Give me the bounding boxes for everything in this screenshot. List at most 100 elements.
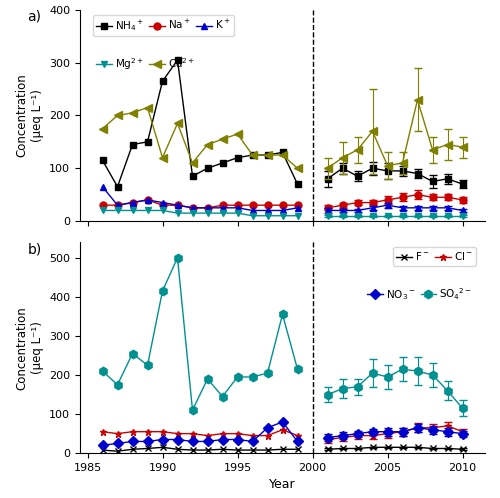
Cl$^-$ <box>414 425 420 431</box>
SO$_4$$^{2-}$ <box>354 384 360 390</box>
Ca$^{2+}$ <box>400 160 406 166</box>
Na$^+$ <box>400 194 406 200</box>
F$^-$ <box>430 446 436 452</box>
K$^+$ <box>460 208 466 214</box>
Text: b): b) <box>28 242 42 256</box>
NH$_4$$^+$ <box>354 173 360 179</box>
Ca$^{2+}$ <box>324 165 330 171</box>
SO$_4$$^{2-}$ <box>444 387 450 393</box>
Cl$^-$ <box>460 429 466 435</box>
Cl$^-$ <box>340 435 345 441</box>
Cl$^-$ <box>370 433 376 439</box>
Mg$^{2+}$ <box>444 213 450 219</box>
NO$_3$$^-$ <box>430 427 436 433</box>
Mg$^{2+}$ <box>414 213 420 219</box>
SO$_4$$^{2-}$ <box>460 405 466 411</box>
NH$_4$$^+$ <box>460 181 466 187</box>
Na$^+$ <box>340 202 345 208</box>
Line: Na$^+$: Na$^+$ <box>324 191 466 211</box>
Line: NH$_4$$^+$: NH$_4$$^+$ <box>324 165 466 188</box>
Cl$^-$ <box>430 425 436 431</box>
NO$_3$$^-$ <box>414 425 420 431</box>
NH$_4$$^+$ <box>324 176 330 182</box>
Na$^+$ <box>430 194 436 200</box>
Ca$^{2+}$ <box>340 155 345 161</box>
Na$^+$ <box>414 192 420 198</box>
Cl$^-$ <box>354 433 360 439</box>
SO$_4$$^{2-}$ <box>370 370 376 376</box>
Line: NO$_3$$^-$: NO$_3$$^-$ <box>324 424 466 441</box>
Mg$^{2+}$ <box>400 213 406 219</box>
Mg$^{2+}$ <box>460 213 466 219</box>
NH$_4$$^+$ <box>444 176 450 182</box>
F$^-$ <box>414 444 420 450</box>
NO$_3$$^-$ <box>354 431 360 437</box>
F$^-$ <box>384 444 390 450</box>
Na$^+$ <box>444 194 450 200</box>
F$^-$ <box>460 446 466 452</box>
SO$_4$$^{2-}$ <box>384 374 390 380</box>
Cl$^-$ <box>400 429 406 435</box>
Line: K$^+$: K$^+$ <box>324 202 466 214</box>
Na$^+$ <box>354 200 360 206</box>
K$^+$ <box>354 208 360 214</box>
Cl$^-$ <box>444 423 450 429</box>
SO$_4$$^{2-}$ <box>324 391 330 397</box>
Mg$^{2+}$ <box>370 213 376 219</box>
NO$_3$$^-$ <box>444 429 450 435</box>
Line: Cl$^-$: Cl$^-$ <box>324 422 466 443</box>
Na$^+$ <box>370 200 376 206</box>
SO$_4$$^{2-}$ <box>400 366 406 372</box>
K$^+$ <box>444 205 450 211</box>
Na$^+$ <box>460 197 466 203</box>
NO$_3$$^-$ <box>340 433 345 439</box>
F$^-$ <box>354 446 360 452</box>
F$^-$ <box>444 446 450 452</box>
Ca$^{2+}$ <box>384 163 390 169</box>
X-axis label: Year: Year <box>269 479 296 492</box>
NH$_4$$^+$ <box>400 168 406 174</box>
NO$_3$$^-$ <box>400 429 406 435</box>
Line: SO$_4$$^{2-}$: SO$_4$$^{2-}$ <box>324 365 466 412</box>
Mg$^{2+}$ <box>324 213 330 219</box>
NO$_3$$^-$ <box>384 429 390 435</box>
Legend: Mg$^{2+}$, Ca$^{2+}$: Mg$^{2+}$, Ca$^{2+}$ <box>94 53 198 75</box>
NH$_4$$^+$ <box>340 165 345 171</box>
Line: F$^-$: F$^-$ <box>324 444 466 453</box>
Mg$^{2+}$ <box>340 213 345 219</box>
Ca$^{2+}$ <box>354 147 360 153</box>
NH$_4$$^+$ <box>414 170 420 176</box>
K$^+$ <box>384 202 390 208</box>
Ca$^{2+}$ <box>444 141 450 147</box>
NH$_4$$^+$ <box>384 168 390 174</box>
Ca$^{2+}$ <box>370 128 376 134</box>
Y-axis label: Concentration
(μeq L⁻¹): Concentration (μeq L⁻¹) <box>16 74 44 157</box>
Ca$^{2+}$ <box>414 97 420 103</box>
K$^+$ <box>400 205 406 211</box>
Ca$^{2+}$ <box>430 147 436 153</box>
NH$_4$$^+$ <box>430 178 436 184</box>
Na$^+$ <box>384 197 390 203</box>
Ca$^{2+}$ <box>460 144 466 150</box>
NO$_3$$^-$ <box>324 435 330 441</box>
K$^+$ <box>370 205 376 211</box>
K$^+$ <box>414 205 420 211</box>
F$^-$ <box>324 446 330 452</box>
NH$_4$$^+$ <box>370 165 376 171</box>
Text: a): a) <box>28 10 42 24</box>
Na$^+$ <box>324 205 330 211</box>
NO$_3$$^-$ <box>460 431 466 437</box>
Cl$^-$ <box>384 431 390 437</box>
F$^-$ <box>400 444 406 450</box>
SO$_4$$^{2-}$ <box>414 368 420 374</box>
Legend: NO$_3$$^-$, SO$_4$$^{2-}$: NO$_3$$^-$, SO$_4$$^{2-}$ <box>364 283 476 305</box>
SO$_4$$^{2-}$ <box>340 386 345 392</box>
SO$_4$$^{2-}$ <box>430 372 436 378</box>
Line: Ca$^{2+}$: Ca$^{2+}$ <box>324 96 466 172</box>
K$^+$ <box>340 208 345 214</box>
NO$_3$$^-$ <box>370 429 376 435</box>
Y-axis label: Concentration
(μeq L⁻¹): Concentration (μeq L⁻¹) <box>16 306 44 389</box>
F$^-$ <box>370 444 376 450</box>
K$^+$ <box>324 208 330 214</box>
Line: Mg$^{2+}$: Mg$^{2+}$ <box>324 212 466 219</box>
